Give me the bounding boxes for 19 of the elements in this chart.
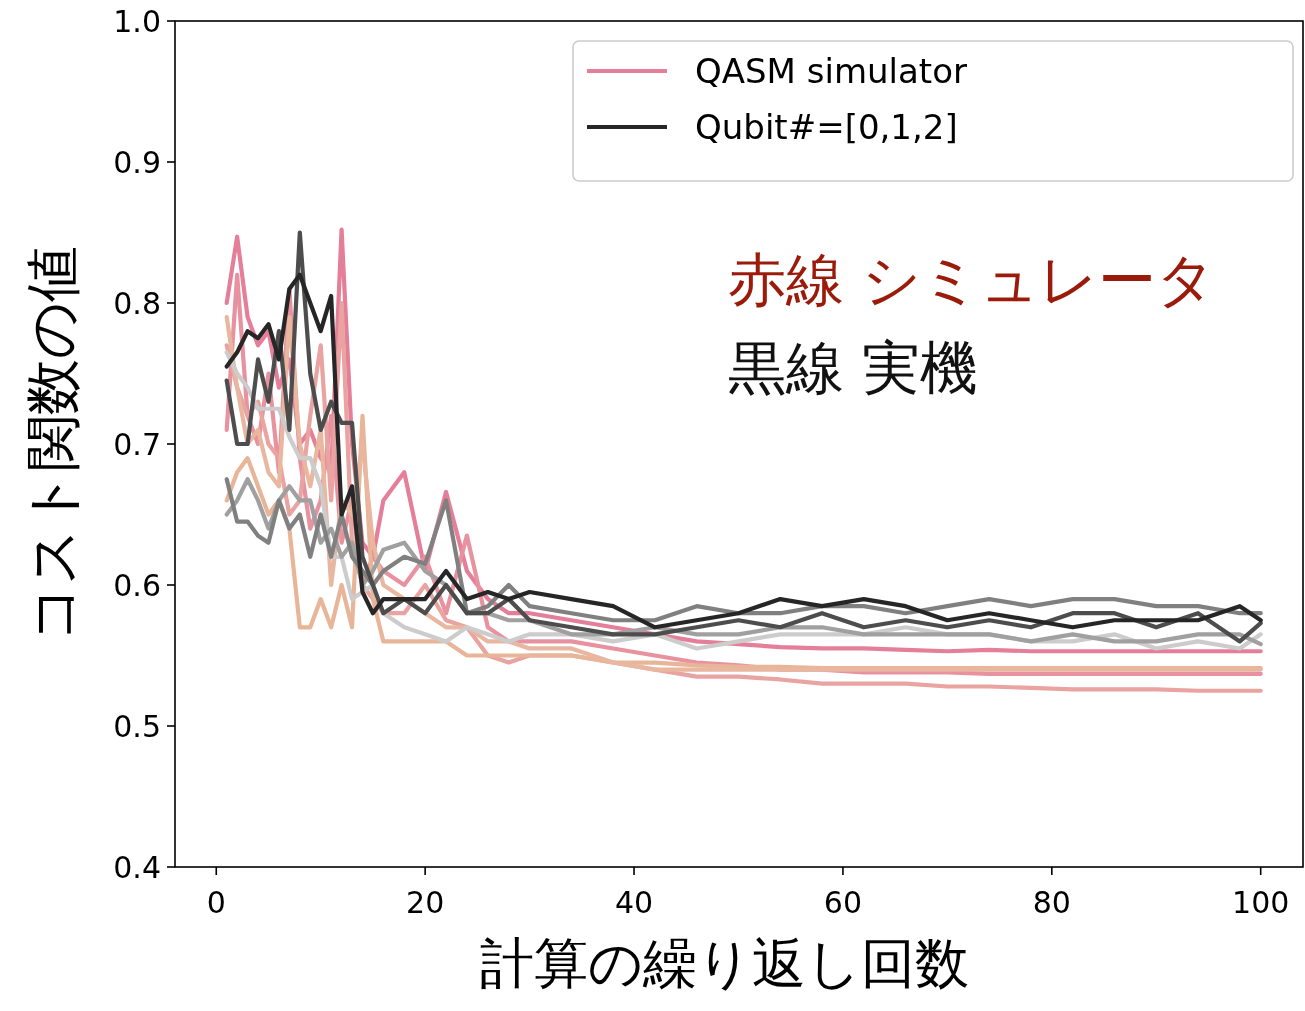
- x-tick-label: 20: [406, 885, 445, 920]
- y-tick-label: 0.9: [113, 145, 161, 180]
- y-tick-label: 1.0: [113, 4, 161, 39]
- x-tick-label: 60: [823, 885, 863, 920]
- y-axis-title: コスト関数の値: [20, 246, 85, 642]
- x-axis-title: 計算の繰り返し回数: [479, 932, 969, 995]
- legend-label: Qubit#=[0,1,2]: [695, 107, 958, 147]
- x-tick-label: 0: [206, 885, 226, 920]
- annotation: 赤線 シミュレータ: [728, 246, 1216, 314]
- y-tick-label: 0.5: [113, 709, 161, 744]
- x-tick-label: 80: [1032, 885, 1071, 920]
- y-tick-label: 0.7: [113, 427, 161, 462]
- y-tick-label: 0.6: [113, 568, 161, 603]
- y-tick-label: 0.8: [113, 286, 161, 321]
- y-tick-label: 0.4: [113, 850, 161, 885]
- x-tick-label: 40: [614, 885, 654, 920]
- x-tick-label: 100: [1232, 885, 1290, 920]
- annotation: 黒線 実機: [728, 334, 979, 402]
- legend-label: QASM simulator: [695, 51, 967, 91]
